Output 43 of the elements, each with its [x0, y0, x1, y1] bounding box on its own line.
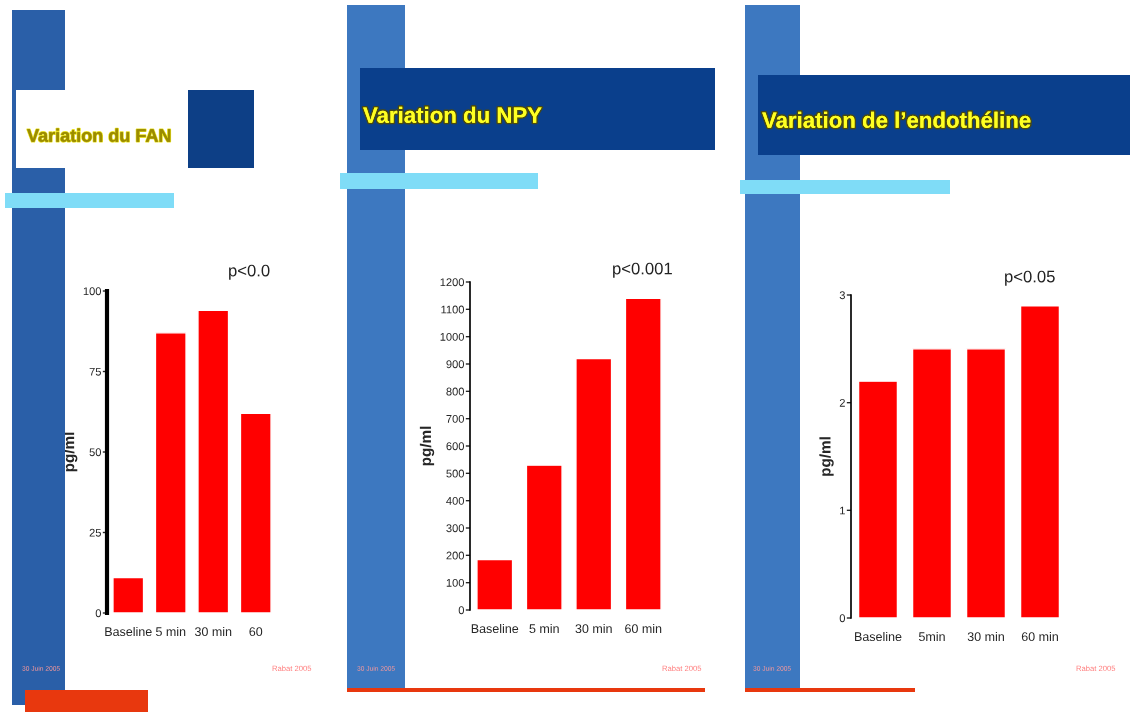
- y-tick-label: 900: [446, 360, 465, 369]
- y-tick-label: 1200: [440, 278, 465, 287]
- y-tick-label: 3: [839, 291, 845, 300]
- y-tick-label: 200: [446, 551, 465, 560]
- x-tick-label: Baseline: [105, 626, 152, 637]
- y-tick-label: 75: [89, 367, 101, 376]
- y-tick-label: 0: [458, 606, 465, 615]
- x-tick-label: Baseline: [855, 631, 902, 642]
- x-tick-label: 60 min: [1021, 631, 1058, 642]
- y-tick-label: 600: [446, 442, 465, 451]
- y-tick-label: 0: [839, 614, 846, 623]
- chart-title: Variation du NPY: [363, 106, 542, 123]
- y-tick-label: 700: [446, 414, 465, 423]
- text: p<0.001: [613, 262, 672, 278]
- y-tick-label: 300: [446, 524, 465, 533]
- x-tick-label: 60: [249, 627, 263, 637]
- x-tick-label: 30 min: [967, 631, 1004, 642]
- x-tick-label: Baseline: [471, 623, 519, 634]
- y-tick-label: 25: [89, 528, 101, 537]
- y-tick-label: 1: [840, 506, 845, 515]
- x-tick-label: 5 min: [155, 626, 186, 637]
- x-tick-label: 5 min: [529, 623, 559, 634]
- y-tick-label: 2: [839, 398, 845, 407]
- y-axis-title: pg/ml: [419, 426, 435, 466]
- chart-title: Variation de l’endothéline: [762, 111, 1031, 128]
- y-tick-label: 100: [446, 578, 465, 587]
- y-tick-label: 400: [446, 496, 465, 505]
- y-tick-label: 0: [95, 609, 102, 618]
- x-tick-label: 5min: [918, 631, 945, 642]
- x-tick-label: 60 min: [625, 623, 662, 634]
- y-tick-label: 50: [89, 448, 102, 457]
- y-tick-label: 100: [83, 287, 102, 296]
- y-tick-label: 1100: [441, 305, 465, 314]
- chart-title: Variation du FAN: [27, 128, 171, 142]
- y-tick-label: 1000: [440, 332, 465, 341]
- y-tick-label: 500: [446, 469, 465, 478]
- text: p<0.05: [1005, 270, 1055, 286]
- y-axis-title: pg/ml: [819, 437, 834, 476]
- y-axis-title: pg/ml: [63, 432, 78, 472]
- x-tick-label: 30 min: [575, 623, 612, 634]
- x-tick-label: 30 min: [194, 626, 232, 637]
- y-tick-label: 800: [446, 387, 465, 396]
- text: p<0.0: [229, 264, 270, 280]
